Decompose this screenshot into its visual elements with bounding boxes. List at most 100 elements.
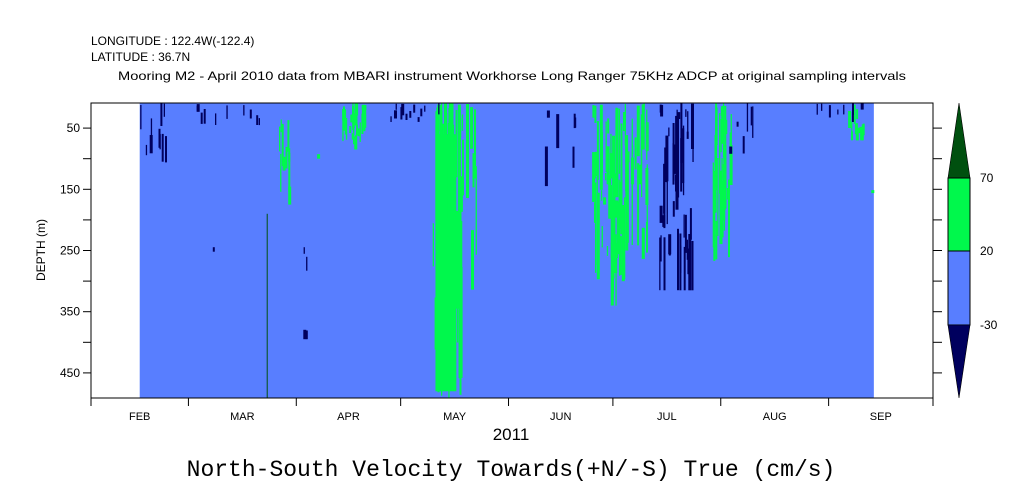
heatmap-cell: [672, 123, 675, 181]
heatmap-background: [139, 103, 874, 398]
heatmap-cell: [852, 103, 854, 115]
heatmap-cell: [342, 117, 344, 142]
heatmap-cell: [266, 213, 268, 398]
y-tick-label: 150: [60, 182, 80, 196]
x-tick-label: FEB: [129, 411, 150, 423]
heatmap-cell: [687, 111, 689, 132]
heatmap-cell: [599, 104, 603, 190]
heatmap-cell: [600, 190, 603, 201]
heatmap-cell: [249, 109, 252, 119]
heatmap-cell: [621, 205, 625, 282]
heatmap-cell: [677, 112, 681, 119]
heatmap-cell: [680, 103, 683, 163]
heatmap-cell: [443, 297, 447, 338]
heatmap-cell: [691, 103, 694, 149]
heatmap-cell: [641, 227, 645, 259]
heatmap-cell: [680, 245, 682, 273]
heatmap-cell: [659, 237, 661, 291]
heatmap-cell: [663, 182, 666, 229]
heatmap-cell: [462, 139, 464, 196]
colorbar-label: 20: [980, 244, 994, 258]
heatmap-cell: [459, 336, 462, 395]
heatmap-cell: [668, 240, 671, 256]
heatmap-cell: [450, 103, 454, 146]
heatmap-cell: [452, 138, 456, 252]
heatmap-cell: [601, 226, 603, 248]
heatmap-cell: [659, 205, 663, 223]
heatmap-cell: [615, 200, 619, 218]
heatmap-cell: [350, 114, 353, 123]
heatmap-cell: [729, 132, 731, 156]
x-tick-label: JUL: [657, 411, 677, 423]
heatmap-cell: [470, 107, 474, 149]
heatmap-cell: [149, 135, 153, 154]
heatmap-cell: [365, 114, 367, 128]
heatmap-cell: [280, 119, 282, 133]
heatmap-cell: [617, 201, 620, 255]
heatmap-cell: [722, 164, 726, 211]
heatmap-cell: [592, 162, 596, 179]
heatmap-cell: [858, 127, 861, 134]
heatmap-cell: [165, 136, 167, 163]
heatmap-cell: [686, 131, 689, 139]
heatmap-cell: [459, 266, 463, 378]
heatmap-cell: [544, 146, 548, 187]
colorbar-swatch-below-neg30: [947, 324, 971, 399]
heatmap-cell: [726, 188, 729, 200]
heatmap-cell: [160, 103, 163, 126]
heatmap-cell: [682, 128, 685, 184]
heatmap-cell: [354, 103, 358, 126]
heatmap-cell: [594, 105, 597, 123]
x-tick-label: MAR: [230, 411, 255, 423]
heatmap-cell: [614, 243, 618, 274]
heatmap-cell: [729, 144, 733, 185]
heatmap-cell: [446, 236, 449, 337]
heatmap-cell: [450, 300, 452, 347]
heatmap-cell: [620, 123, 623, 201]
heatmap-cell: [843, 104, 845, 115]
heatmap-cell: [674, 144, 677, 174]
heatmap-cell: [666, 139, 668, 225]
heatmap-cell: [317, 154, 321, 159]
heatmap-cell: [454, 148, 456, 242]
heatmap-cell: [689, 208, 692, 240]
heatmap-cell: [680, 138, 683, 192]
heatmap-cell: [572, 146, 575, 168]
heatmap-cell: [594, 151, 597, 176]
heatmap-cell: [719, 113, 721, 194]
heatmap-cell: [721, 181, 724, 238]
heatmap-cell: [848, 111, 852, 128]
heatmap-cell: [305, 330, 308, 340]
heatmap-cell: [646, 109, 648, 160]
heatmap-cell: [441, 287, 443, 396]
heatmap-cell: [634, 137, 637, 170]
heatmap-cell: [660, 235, 662, 262]
heatmap-cell: [724, 105, 727, 159]
heatmap-cell: [438, 202, 442, 337]
heatmap-cell: [435, 124, 438, 251]
heatmap-cell: [474, 109, 476, 179]
heatmap-cell: [713, 170, 716, 261]
heatmap-cell: [455, 110, 458, 178]
heatmap-cell: [342, 109, 345, 121]
heatmap-cell: [675, 115, 679, 160]
heatmap-cell: [596, 121, 599, 180]
heatmap-cell: [357, 128, 360, 137]
heatmap-cell: [618, 108, 620, 174]
heatmap-cell: [861, 124, 864, 141]
heatmap-cell: [856, 109, 859, 120]
heatmap-cell: [715, 220, 718, 260]
heatmap-cell: [592, 105, 595, 118]
chart-title: North-South Velocity Towards(+N/-S) True…: [187, 457, 836, 483]
heatmap-cell: [226, 105, 228, 119]
heatmap-cell: [438, 103, 440, 115]
heatmap-cell: [200, 112, 203, 124]
heatmap-cell: [287, 120, 290, 152]
heatmap-cell: [288, 186, 292, 205]
heatmap-cell: [546, 110, 550, 118]
colorbar-label: -30: [980, 318, 998, 332]
heatmap-cell: [448, 330, 450, 398]
heatmap-cell: [460, 176, 463, 212]
heatmap-cell: [612, 228, 615, 279]
heatmap-cell: [683, 214, 685, 238]
